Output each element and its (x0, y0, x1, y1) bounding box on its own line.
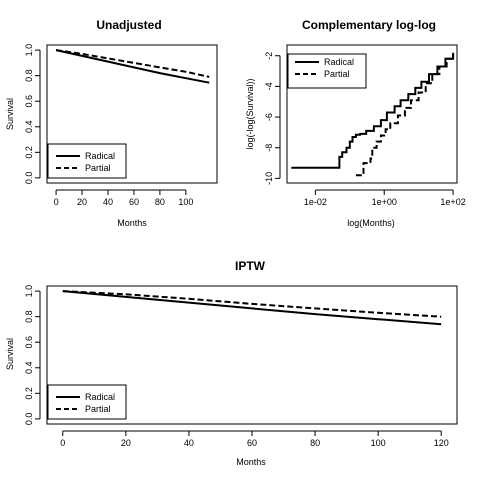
legend-box (47, 384, 127, 420)
series-layer (291, 52, 455, 177)
y-tick-label: -4 (264, 82, 274, 90)
series-line-radical (55, 49, 210, 84)
chart-title: Unadjusted (96, 18, 161, 32)
legend-label-partial: Partial (85, 404, 111, 414)
panel-cloglog: Complementary log-log 1e-02 1e+00 1e+02 -1… (245, 18, 466, 228)
plot-frame (286, 44, 458, 184)
x-tick-label: 20 (77, 197, 87, 207)
series-line-partial (355, 54, 455, 177)
x-axis: 0 20 40 60 80 100 120 (60, 430, 449, 448)
x-tick-label: 60 (129, 197, 139, 207)
y-axis-label: Survival (5, 338, 15, 370)
y-tick-label: 0.6 (24, 336, 34, 349)
series-line-partial (62, 290, 442, 318)
legend-label-partial: Partial (324, 69, 350, 79)
y-tick-label: 0.2 (24, 387, 34, 400)
y-axis: -10 -8 -6 -4 -2 (264, 52, 281, 185)
y-axis: 0.0 0.2 0.4 0.6 0.8 1.0 (24, 44, 41, 185)
y-tick-label: 0.4 (24, 121, 34, 134)
legend-label-radical: Radical (85, 151, 115, 161)
y-tick-label: 0.2 (24, 146, 34, 159)
x-tick-label: 120 (434, 438, 449, 448)
legend: Radical Partial (287, 53, 367, 89)
x-tick-label: 40 (103, 197, 113, 207)
x-tick-label: 40 (184, 438, 194, 448)
x-tick-label: 1e+02 (440, 197, 465, 207)
x-tick-label: 1e-02 (304, 197, 327, 207)
chart-title: IPTW (235, 259, 266, 273)
series-layer (62, 290, 442, 326)
x-tick-label: 0 (60, 438, 65, 448)
y-axis-label: log(-log(Survival)) (245, 78, 255, 149)
chart-title: Complementary log-log (302, 18, 436, 32)
y-tick-label: 0.0 (24, 172, 34, 185)
x-tick-label: 1e+00 (372, 197, 397, 207)
y-tick-label: 0.0 (24, 413, 34, 426)
plot-frame (46, 285, 458, 425)
x-axis-label: log(Months) (347, 218, 395, 228)
y-tick-label: 0.4 (24, 362, 34, 375)
y-tick-label: 0.8 (24, 69, 34, 82)
legend: Radical Partial (47, 143, 127, 179)
y-tick-label: 1.0 (24, 285, 34, 298)
legend-label-radical: Radical (85, 392, 115, 402)
x-axis-label: Months (236, 457, 266, 467)
x-tick-label: 60 (247, 438, 257, 448)
y-tick-label: -6 (264, 113, 274, 121)
x-tick-label: 100 (178, 197, 193, 207)
y-tick-label: 0.6 (24, 95, 34, 108)
y-tick-label: -2 (264, 52, 274, 60)
legend-label-radical: Radical (324, 57, 354, 67)
y-axis-label: Survival (5, 98, 15, 130)
y-tick-label: 1.0 (24, 44, 34, 57)
x-axis-label: Months (117, 218, 147, 228)
panel-iptw: IPTW 0 20 40 60 80 100 120 0.00.20.40.60.81.0 … (5, 259, 458, 467)
x-tick-label: 80 (155, 197, 165, 207)
y-axis: 0.0 0.2 0.4 0.6 0.8 1.0 (24, 285, 41, 426)
series-layer (55, 49, 210, 84)
x-axis: 0 20 40 60 80 100 (54, 189, 193, 207)
legend: Radical Partial (47, 384, 127, 420)
series-line-partial (55, 49, 210, 78)
x-tick-label: 100 (371, 438, 386, 448)
legend-box (47, 143, 127, 179)
y-tick-label: -8 (264, 144, 274, 152)
series-line-radical (291, 52, 455, 169)
x-axis: 1e-02 1e+00 1e+02 (304, 189, 466, 207)
y-tick-label: 0.8 (24, 310, 34, 323)
panel-unadjusted: Unadjusted 0 20 40 60 80 100 0.0 0.2 0.4 0.6 0.8 1… (5, 18, 218, 228)
x-tick-label: 80 (310, 438, 320, 448)
plot-frame (46, 44, 218, 184)
legend-label-partial: Partial (85, 163, 111, 173)
series-line-radical (62, 290, 442, 326)
legend-box (287, 53, 367, 89)
y-tick-label: -10 (264, 172, 274, 185)
x-tick-label: 20 (121, 438, 131, 448)
x-tick-label: 0 (54, 197, 59, 207)
